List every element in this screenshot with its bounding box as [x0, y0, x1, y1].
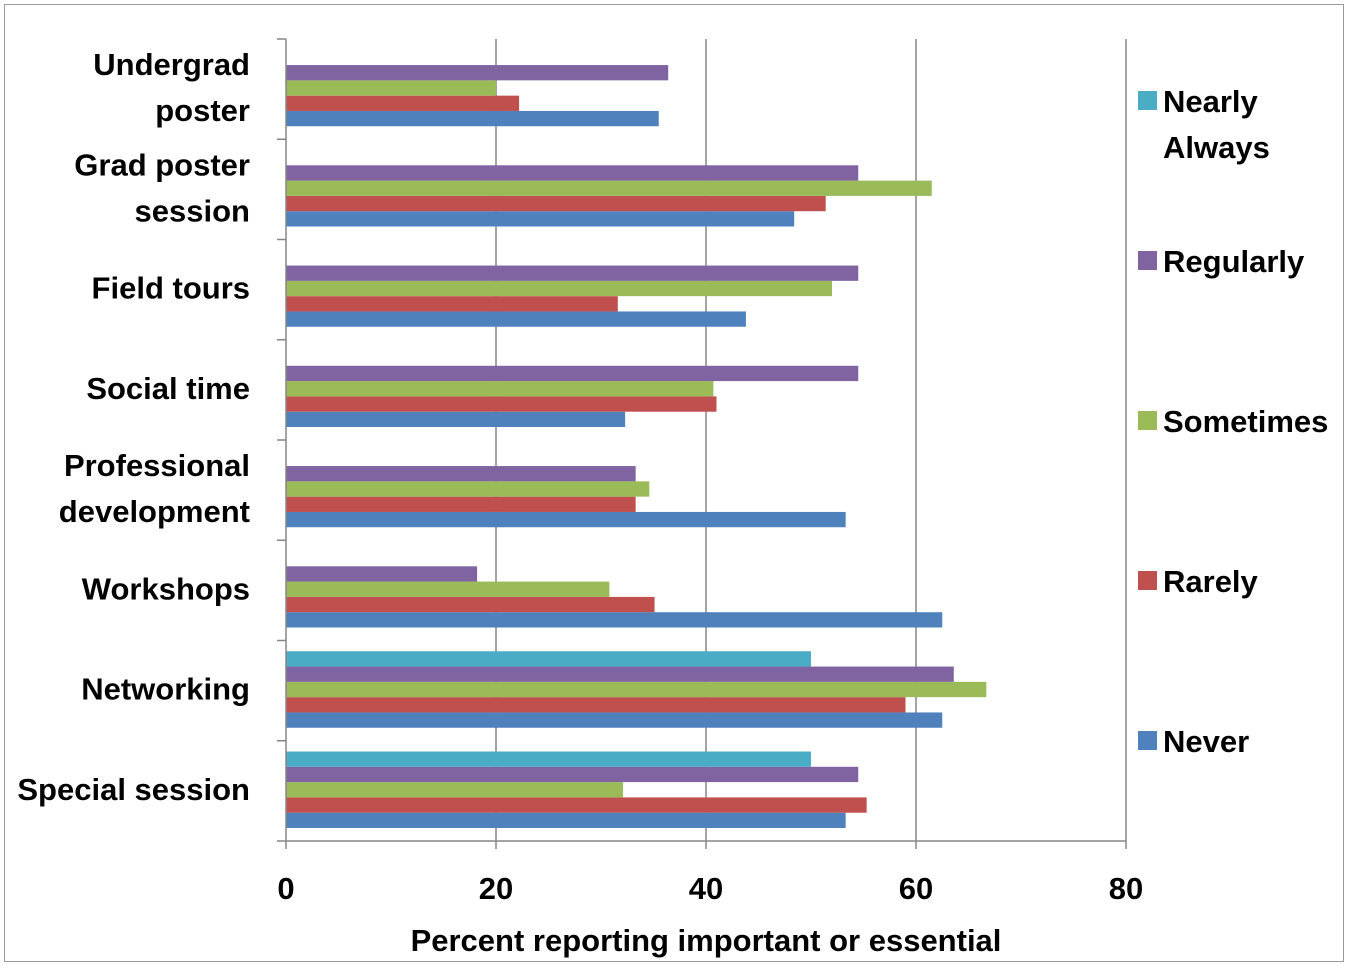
bar-regularly [286, 566, 478, 582]
bar-never [286, 411, 626, 427]
category-label: Undergrad [93, 47, 250, 82]
bar-rarely [286, 697, 906, 713]
category-label: session [135, 193, 250, 228]
legend-swatch [1138, 571, 1157, 590]
legend-swatch [1138, 251, 1157, 270]
bar-regularly [286, 466, 636, 482]
legend-swatch [1138, 411, 1157, 430]
legend-label: Never [1163, 724, 1249, 759]
bar-sometimes [286, 180, 932, 196]
legend: Nearly Always Regularly Sometimes Rarely Neve… [1138, 84, 1328, 759]
bar-sometimes [286, 581, 610, 597]
category-labels: Undergrad poster Grad poster session Field t… [17, 47, 250, 807]
bar-rarely [286, 195, 826, 212]
bar-sometimes [286, 481, 650, 497]
x-tick-label: 80 [1109, 871, 1143, 906]
bar-rarely [286, 596, 655, 613]
bar-never [286, 110, 659, 127]
bar-regularly [286, 365, 859, 382]
bar-regularly [286, 666, 954, 682]
legend-label: Nearly [1163, 84, 1259, 119]
bar-sometimes [286, 280, 832, 297]
bar-never [286, 812, 846, 828]
x-tick-label: 0 [277, 871, 294, 906]
bar-sometimes [286, 381, 714, 397]
category-label: Social time [86, 371, 250, 406]
bar-sometimes [286, 782, 624, 798]
category-label: development [59, 494, 250, 529]
bar-rarely [286, 797, 867, 813]
bar-regularly [286, 766, 859, 783]
chart-frame: Undergrad poster Grad poster session Field t… [4, 4, 1344, 962]
category-label: Special session [17, 772, 250, 807]
bar-rarely [286, 396, 717, 412]
bar-chart: Undergrad poster Grad poster session Field t… [17, 38, 1328, 958]
x-tick-labels: 0 20 40 60 80 [277, 871, 1143, 906]
category-label: Grad poster [74, 147, 250, 182]
category-label: Field tours [92, 271, 250, 306]
bar-regularly [286, 165, 859, 181]
legend-label: Always [1163, 130, 1270, 165]
bar-never [286, 511, 846, 528]
category-label: poster [155, 93, 250, 128]
bar-never [286, 311, 746, 327]
bar-nearly-always [286, 651, 811, 667]
bar-never [286, 612, 943, 628]
bar-sometimes [286, 681, 987, 698]
legend-label: Rarely [1163, 564, 1259, 599]
bar-regularly [286, 265, 859, 281]
category-label: Professional [64, 448, 250, 483]
x-axis-title: Percent reporting important or essential [411, 923, 1002, 958]
bar-regularly [286, 65, 669, 81]
x-tick-label: 20 [479, 871, 513, 906]
bar-sometimes [286, 80, 496, 96]
legend-swatch [1138, 91, 1157, 110]
legend-label: Sometimes [1163, 404, 1328, 439]
bar-never [286, 211, 795, 227]
legend-swatch [1138, 731, 1157, 750]
bar-rarely [286, 95, 520, 111]
bar-never [286, 712, 943, 728]
category-label: Workshops [82, 571, 250, 606]
bar-rarely [286, 296, 618, 312]
bar-series [286, 65, 987, 828]
x-tick-label: 60 [899, 871, 933, 906]
axes [277, 38, 1127, 849]
legend-label: Regularly [1163, 244, 1305, 279]
bar-nearly-always [286, 751, 811, 767]
category-label: Networking [81, 672, 250, 707]
x-tick-label: 40 [689, 871, 723, 906]
bar-rarely [286, 496, 636, 512]
